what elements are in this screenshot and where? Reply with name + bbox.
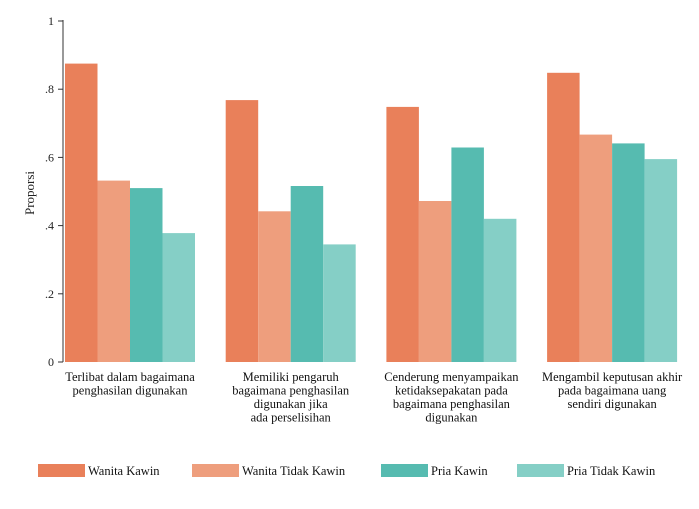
y-tick-label: .8 [45,82,54,96]
legend-swatch [381,464,428,477]
bars-layer [65,63,678,363]
category-label: Mengambil keputusan akhir pada bagaimana … [542,370,683,411]
category-labels: Terlibat dalam bagaimana penghasilan digu… [65,370,683,425]
bar [612,143,645,362]
category-label: Terlibat dalam bagaimana penghasilan digu… [65,370,195,398]
bar [323,244,356,362]
bar [65,63,98,362]
bar [130,188,163,362]
category-label: Memiliki pengaruh bagaimana penghasilan di… [232,370,350,425]
y-tick-label: .2 [45,287,54,301]
bar [290,186,324,362]
bar [451,147,484,362]
bar [547,72,580,363]
legend-swatch [38,464,85,477]
bar [162,233,195,362]
legend: Wanita Kawin Wanita Tidak Kawin Pria Kawin… [38,464,656,478]
legend-label: Pria Kawin [431,464,488,478]
category-label: Cenderung menyampaikan ketidaksepakatan p… [384,370,519,425]
y-axis: 0 .2 .4 .6 .8 1 [45,14,64,369]
legend-label: Wanita Tidak Kawin [242,464,346,478]
legend-label: Wanita Kawin [88,464,160,478]
y-tick-label: .6 [45,150,54,164]
legend-swatch [517,464,564,477]
y-axis-title: Proporsi [22,171,37,215]
bar [483,218,517,362]
y-tick-label: 0 [48,355,54,369]
bar [579,134,613,362]
bar [225,100,259,362]
bar [97,180,130,362]
legend-label: Pria Tidak Kawin [567,464,656,478]
bar [418,201,452,362]
legend-swatch [192,464,239,477]
bar [386,106,419,363]
y-tick-label: .4 [45,219,54,233]
bar [258,211,291,362]
bar [644,159,678,362]
y-tick-label: 1 [48,14,54,28]
